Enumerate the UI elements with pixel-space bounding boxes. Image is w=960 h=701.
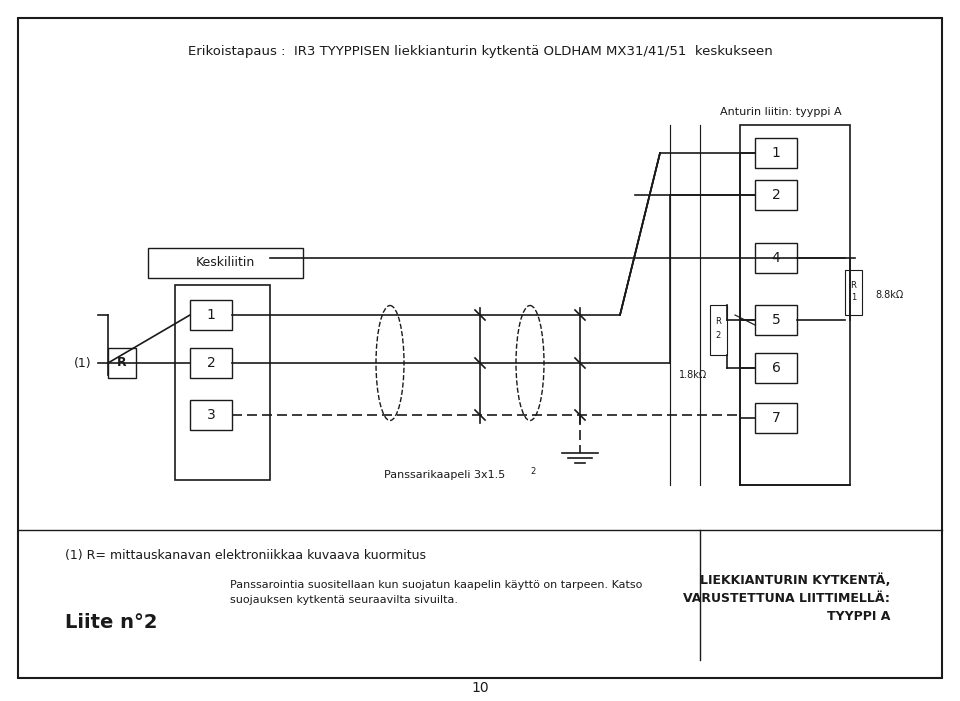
Text: 1: 1 <box>851 293 856 302</box>
Text: 2: 2 <box>772 188 780 202</box>
Text: R: R <box>851 281 856 290</box>
Text: 2: 2 <box>206 356 215 370</box>
Text: suojauksen kytkentä seuraavilta sivuilta.: suojauksen kytkentä seuraavilta sivuilta… <box>230 595 458 605</box>
Text: 4: 4 <box>772 251 780 265</box>
Text: 1: 1 <box>772 146 780 160</box>
Text: 1.8kΩ: 1.8kΩ <box>679 370 708 380</box>
Text: 8.8kΩ: 8.8kΩ <box>875 290 903 300</box>
Text: VARUSTETTUNA LIITTIMELLÄ:: VARUSTETTUNA LIITTIMELLÄ: <box>684 592 890 604</box>
Text: 2: 2 <box>716 330 721 339</box>
Text: Panssarikaapeli 3x1.5: Panssarikaapeli 3x1.5 <box>384 470 506 480</box>
Text: 2: 2 <box>530 466 536 475</box>
Text: Liite n°2: Liite n°2 <box>65 613 157 632</box>
Text: Anturin liitin: tyyppi A: Anturin liitin: tyyppi A <box>720 107 842 117</box>
Text: 3: 3 <box>206 408 215 422</box>
Text: (1): (1) <box>74 357 92 369</box>
Text: Panssarointia suositellaan kun suojatun kaapelin käyttö on tarpeen. Katso: Panssarointia suositellaan kun suojatun … <box>230 580 642 590</box>
Text: (1) R= mittauskanavan elektroniikkaa kuvaava kuormitus: (1) R= mittauskanavan elektroniikkaa kuv… <box>65 548 426 562</box>
Text: 7: 7 <box>772 411 780 425</box>
Text: 1: 1 <box>206 308 215 322</box>
Text: 6: 6 <box>772 361 780 375</box>
Text: 5: 5 <box>772 313 780 327</box>
Text: Keskiliitin: Keskiliitin <box>196 257 255 269</box>
Text: Erikoistapaus :  IR3 TYYPPISEN liekkianturin kytkentä OLDHAM MX31/41/51  keskuks: Erikoistapaus : IR3 TYYPPISEN liekkiantu… <box>187 46 773 58</box>
Text: 10: 10 <box>471 681 489 695</box>
Text: TYYPPI A: TYYPPI A <box>827 609 890 622</box>
Text: R: R <box>117 357 127 369</box>
Text: LIEKKIANTURIN KYTKENTÄ,: LIEKKIANTURIN KYTKENTÄ, <box>700 573 890 587</box>
Text: R: R <box>715 318 721 327</box>
